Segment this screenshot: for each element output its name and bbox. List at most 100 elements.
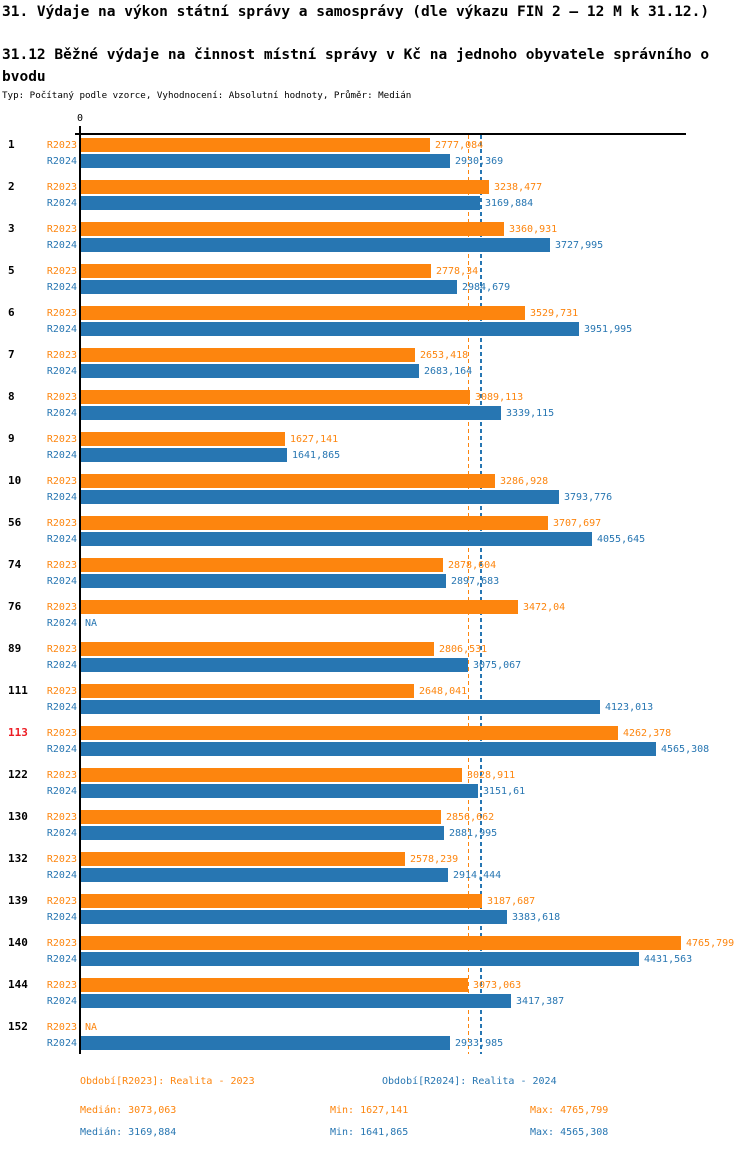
row-id-label: 139 — [8, 894, 28, 907]
row-id-label: 144 — [8, 978, 28, 991]
value-label-r2024: 3383,618 — [512, 912, 561, 923]
series-label-r2023: R2023 — [46, 602, 77, 613]
value-label-r2023: 3238,477 — [494, 182, 543, 193]
value-label-r2024: 3727,995 — [555, 240, 604, 251]
chart-subtitle: 31.12 Běžné výdaje na činnost místní spr… — [2, 47, 710, 85]
axis-zero-tick-label: 0 — [76, 113, 84, 124]
value-label-r2024: 2683,164 — [424, 366, 473, 377]
value-label-r2024: 4431,563 — [644, 954, 693, 965]
value-label-r2023: 2648,041 — [419, 686, 468, 697]
row-id-label: 3 — [8, 222, 15, 235]
bar-r2023 — [81, 642, 434, 656]
series-label-r2023: R2023 — [46, 896, 77, 907]
series-label-r2024: R2024 — [46, 534, 77, 545]
axis-top-line — [75, 133, 686, 135]
series-label-r2024: R2024 — [46, 282, 77, 293]
value-label-r2024: 3169,884 — [485, 198, 534, 209]
row-id-label: 89 — [8, 642, 22, 655]
value-label-r2024: NA — [85, 618, 98, 629]
series-label-r2023: R2023 — [46, 770, 77, 781]
bar-group: 152 R2023 NA R2024 2933,985 — [0, 1020, 750, 1062]
bar-r2023 — [81, 684, 414, 698]
series-label-r2023: R2023 — [46, 308, 77, 319]
value-label-r2024: 1641,865 — [292, 450, 341, 461]
row-id-label: 122 — [8, 768, 28, 781]
bar-r2024 — [81, 154, 450, 168]
value-label-r2024: 3075,067 — [473, 660, 522, 671]
series-label-r2024: R2024 — [46, 660, 77, 671]
legend-r2023: Období[R2023]: Realita - 2023 — [80, 1076, 255, 1087]
series-label-r2023: R2023 — [46, 560, 77, 571]
series-label-r2024: R2024 — [46, 618, 77, 629]
stat-min-r2024: Min: 1641,865 — [330, 1127, 409, 1138]
series-label-r2024: R2024 — [46, 954, 77, 965]
series-label-r2024: R2024 — [46, 408, 77, 419]
row-id-label: 132 — [8, 852, 28, 865]
value-label-r2023: 2777,084 — [435, 140, 484, 151]
series-label-r2023: R2023 — [46, 518, 77, 529]
bar-group: 140 R2023 4765,799 R2024 4431,563 — [0, 936, 750, 978]
series-label-r2024: R2024 — [46, 828, 77, 839]
bar-group: 139 R2023 3187,687 R2024 3383,618 — [0, 894, 750, 936]
axis-baseline — [79, 126, 81, 1054]
series-label-r2024: R2024 — [46, 240, 77, 251]
bar-group: 111 R2023 2648,041 R2024 4123,013 — [0, 684, 750, 726]
row-id-label: 6 — [8, 306, 15, 319]
bar-group: 5 R2023 2778,34 R2024 2984,679 — [0, 264, 750, 306]
value-label-r2024: 2914,444 — [453, 870, 502, 881]
bar-r2023 — [81, 516, 548, 530]
value-label-r2024: 3417,387 — [516, 996, 565, 1007]
row-id-label: 140 — [8, 936, 28, 949]
series-label-r2024: R2024 — [46, 576, 77, 587]
median-line-r2023 — [468, 135, 469, 1054]
bar-group: 113 R2023 4262,378 R2024 4565,308 — [0, 726, 750, 768]
bar-group: 6 R2023 3529,731 R2024 3951,995 — [0, 306, 750, 348]
series-label-r2023: R2023 — [46, 1022, 77, 1033]
bar-r2023 — [81, 474, 495, 488]
row-id-label: 7 — [8, 348, 15, 361]
bar-group: 9 R2023 1627,141 R2024 1641,865 — [0, 432, 750, 474]
series-label-r2023: R2023 — [46, 434, 77, 445]
row-id-label: 1 — [8, 138, 15, 151]
bar-r2023 — [81, 558, 443, 572]
bar-r2024 — [81, 658, 468, 672]
series-label-r2024: R2024 — [46, 870, 77, 881]
bar-r2024 — [81, 826, 444, 840]
series-label-r2024: R2024 — [46, 324, 77, 335]
value-label-r2024: 3339,115 — [506, 408, 555, 419]
bar-group: 3 R2023 3360,931 R2024 3727,995 — [0, 222, 750, 264]
value-label-r2023: 1627,141 — [290, 434, 339, 445]
series-label-r2023: R2023 — [46, 980, 77, 991]
series-label-r2023: R2023 — [46, 854, 77, 865]
bar-group: 7 R2023 2653,418 R2024 2683,164 — [0, 348, 750, 390]
bar-r2023 — [81, 432, 285, 446]
value-label-r2024: 4055,645 — [597, 534, 646, 545]
bar-r2023 — [81, 138, 430, 152]
bar-group: 74 R2023 2878,604 R2024 2897,683 — [0, 558, 750, 600]
bar-r2024 — [81, 196, 480, 210]
value-label-r2024: 2897,683 — [451, 576, 500, 587]
bar-r2023 — [81, 978, 468, 992]
series-label-r2023: R2023 — [46, 392, 77, 403]
series-label-r2024: R2024 — [46, 786, 77, 797]
value-label-r2023: 3028,911 — [467, 770, 516, 781]
value-label-r2023: 3286,928 — [500, 476, 549, 487]
value-label-r2023: 3360,931 — [509, 224, 558, 235]
bar-r2024 — [81, 868, 448, 882]
series-label-r2023: R2023 — [46, 476, 77, 487]
bar-r2023 — [81, 264, 431, 278]
chart-meta-line: Typ: Počítaný podle vzorce, Vyhodnocení:… — [2, 90, 412, 101]
row-id-label: 9 — [8, 432, 15, 445]
bar-group: 1 R2023 2777,084 R2024 2930,369 — [0, 138, 750, 180]
bar-r2024 — [81, 238, 550, 252]
bar-r2024 — [81, 364, 419, 378]
row-id-label: 10 — [8, 474, 22, 487]
bar-r2023 — [81, 180, 489, 194]
value-label-r2023: 2806,531 — [439, 644, 488, 655]
bar-r2024 — [81, 784, 478, 798]
value-label-r2023: 3707,697 — [553, 518, 602, 529]
value-label-r2024: 4123,013 — [605, 702, 654, 713]
series-label-r2023: R2023 — [46, 350, 77, 361]
series-label-r2024: R2024 — [46, 492, 77, 503]
bar-group: 130 R2023 2856,662 R2024 2881,995 — [0, 810, 750, 852]
